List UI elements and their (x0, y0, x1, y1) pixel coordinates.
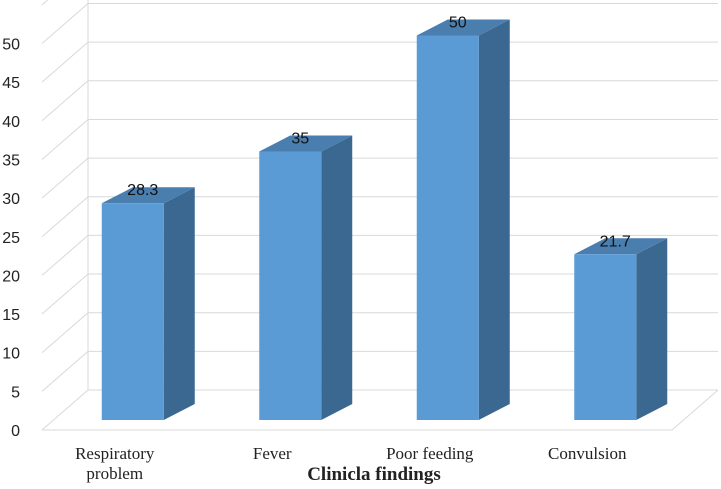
bar (259, 135, 352, 420)
bar-front (574, 254, 636, 420)
y-tick-label: 50 (2, 37, 20, 54)
grid-diagonal (42, 235, 88, 275)
bar (574, 238, 667, 420)
bar (417, 20, 510, 421)
value-label: 21.7 (600, 233, 631, 250)
value-labels: 28.3 35 50 21.7 (127, 15, 631, 251)
grid-diagonal (42, 4, 88, 44)
bar-side (636, 238, 667, 420)
grid-diagonal (42, 42, 88, 82)
value-label: 50 (449, 15, 467, 32)
y-tick-label: 15 (2, 307, 20, 324)
y-tick-label: 40 (2, 114, 20, 131)
grid-diagonal (42, 313, 88, 353)
x-axis-title: Clinicla findings (307, 464, 441, 485)
x-category-label: Respiratory problem (75, 444, 155, 483)
grid-diagonal (42, 119, 88, 159)
y-tick-label: 35 (2, 152, 20, 169)
bars (102, 20, 668, 421)
bar-side (321, 135, 352, 420)
bar-front (259, 151, 321, 420)
grid-diagonal (42, 274, 88, 314)
grid-diagonal (42, 197, 88, 237)
y-axis-ticks: 0 5 10 15 20 25 30 35 40 45 50 (2, 37, 20, 441)
grid-diagonal (42, 390, 88, 430)
bar-side (164, 187, 195, 420)
y-tick-label: 5 (11, 384, 20, 401)
bar-front (102, 203, 164, 420)
y-tick-label: 30 (2, 191, 20, 208)
y-tick-label: 20 (2, 268, 20, 285)
grid-diagonal (42, 158, 88, 198)
y-tick-label: 10 (2, 346, 20, 363)
bar (102, 187, 195, 420)
floor-side-edge (672, 390, 718, 430)
y-tick-label: 45 (2, 75, 20, 92)
grid-diagonal (42, 351, 88, 391)
y-tick-label: 0 (11, 423, 20, 440)
bar-side (479, 20, 510, 421)
x-category-label: Convulsion (548, 444, 627, 463)
x-category-label: Fever (253, 444, 292, 463)
bar-chart: 0 5 10 15 20 25 30 35 40 45 50 28.3 35 50 21.7 Respir… (0, 0, 721, 489)
value-label: 28.3 (127, 182, 158, 199)
value-label: 35 (291, 130, 309, 147)
x-category-label: Poor feeding (386, 444, 474, 463)
grid-diagonal (42, 0, 88, 5)
y-tick-label: 25 (2, 230, 20, 247)
bar-front (417, 36, 479, 421)
grid-diagonal (42, 81, 88, 121)
